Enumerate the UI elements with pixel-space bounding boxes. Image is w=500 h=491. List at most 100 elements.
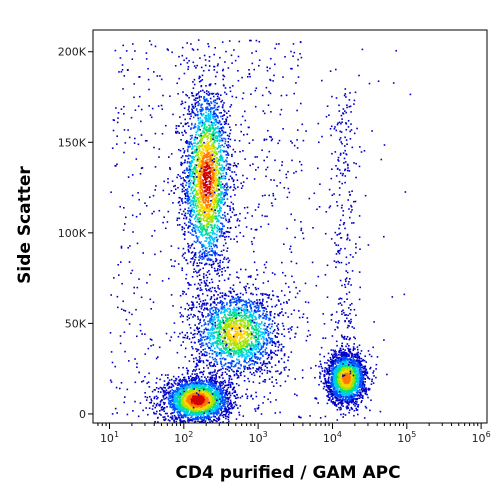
data-point bbox=[193, 125, 196, 127]
data-point bbox=[196, 130, 199, 132]
data-point bbox=[240, 187, 243, 189]
data-point bbox=[173, 395, 175, 398]
data-point bbox=[183, 410, 186, 413]
data-point bbox=[188, 198, 191, 201]
data-point bbox=[214, 394, 217, 397]
data-point bbox=[206, 410, 209, 412]
data-point bbox=[215, 215, 218, 217]
data-point bbox=[200, 90, 202, 92]
data-point bbox=[207, 418, 210, 420]
data-point bbox=[198, 409, 201, 412]
data-point bbox=[221, 149, 224, 152]
data-point bbox=[215, 172, 218, 175]
data-point bbox=[202, 199, 204, 202]
data-point bbox=[200, 193, 202, 195]
data-point bbox=[188, 171, 190, 174]
data-point bbox=[195, 94, 198, 97]
data-point bbox=[190, 223, 193, 225]
data-point bbox=[212, 404, 215, 407]
data-point bbox=[197, 385, 199, 388]
data-point bbox=[213, 179, 215, 182]
data-point bbox=[185, 392, 188, 394]
data-point bbox=[210, 416, 213, 418]
data-point bbox=[207, 221, 210, 223]
data-point bbox=[188, 402, 190, 404]
data-point bbox=[214, 270, 216, 272]
data-point bbox=[202, 256, 204, 259]
data-point bbox=[182, 376, 185, 379]
data-point bbox=[226, 144, 228, 147]
data-point bbox=[198, 382, 201, 384]
data-point bbox=[202, 399, 204, 402]
data-point bbox=[173, 400, 176, 402]
data-point bbox=[201, 379, 203, 382]
data-point bbox=[211, 254, 213, 257]
data-point bbox=[218, 235, 221, 238]
data-point bbox=[184, 414, 186, 417]
data-point bbox=[218, 134, 221, 136]
data-point bbox=[217, 395, 220, 397]
data-point bbox=[168, 277, 170, 280]
data-point bbox=[163, 384, 166, 386]
data-point bbox=[220, 139, 222, 142]
data-point bbox=[214, 188, 216, 191]
data-point bbox=[191, 186, 194, 188]
data-point bbox=[231, 85, 234, 87]
data-point bbox=[175, 394, 178, 397]
data-point bbox=[206, 413, 208, 416]
data-point bbox=[188, 145, 191, 148]
data-point bbox=[215, 304, 218, 306]
data-point bbox=[196, 97, 199, 99]
data-point bbox=[193, 407, 195, 410]
data-point bbox=[214, 233, 216, 235]
data-point bbox=[199, 242, 202, 245]
data-point bbox=[213, 245, 216, 248]
data-point bbox=[199, 195, 202, 198]
data-point bbox=[217, 285, 219, 287]
data-point bbox=[205, 401, 207, 403]
data-point bbox=[167, 377, 169, 379]
data-point bbox=[231, 403, 233, 406]
data-point bbox=[229, 175, 232, 178]
data-point bbox=[227, 144, 230, 146]
data-point bbox=[200, 219, 202, 221]
data-point bbox=[190, 394, 192, 396]
data-point bbox=[149, 395, 151, 398]
data-point bbox=[218, 199, 221, 202]
data-point bbox=[208, 155, 210, 158]
data-point bbox=[181, 396, 183, 398]
data-point bbox=[205, 378, 207, 380]
data-point bbox=[198, 134, 200, 136]
data-point bbox=[206, 219, 208, 222]
data-point bbox=[201, 119, 204, 122]
data-point bbox=[211, 123, 213, 125]
data-point bbox=[217, 93, 220, 96]
data-point bbox=[188, 418, 191, 420]
data-point bbox=[213, 262, 215, 265]
data-point bbox=[214, 132, 217, 134]
data-point bbox=[180, 379, 183, 382]
data-point bbox=[200, 403, 202, 405]
data-point bbox=[194, 170, 197, 173]
data-point bbox=[200, 398, 202, 400]
data-point bbox=[237, 218, 239, 220]
data-point bbox=[209, 204, 211, 207]
data-point bbox=[223, 177, 225, 180]
data-point bbox=[222, 127, 225, 129]
data-point bbox=[192, 203, 195, 205]
data-point bbox=[200, 154, 203, 157]
data-point bbox=[223, 405, 225, 407]
data-point bbox=[187, 190, 189, 193]
data-point bbox=[218, 404, 220, 406]
data-point bbox=[204, 421, 206, 424]
data-point bbox=[212, 116, 214, 119]
data-point bbox=[198, 385, 200, 387]
data-point bbox=[195, 200, 197, 203]
data-point bbox=[194, 256, 197, 259]
data-point bbox=[223, 258, 225, 260]
data-point bbox=[211, 124, 213, 127]
data-point bbox=[193, 65, 196, 67]
data-point bbox=[194, 145, 196, 147]
data-point bbox=[194, 195, 196, 198]
data-point bbox=[187, 176, 189, 179]
